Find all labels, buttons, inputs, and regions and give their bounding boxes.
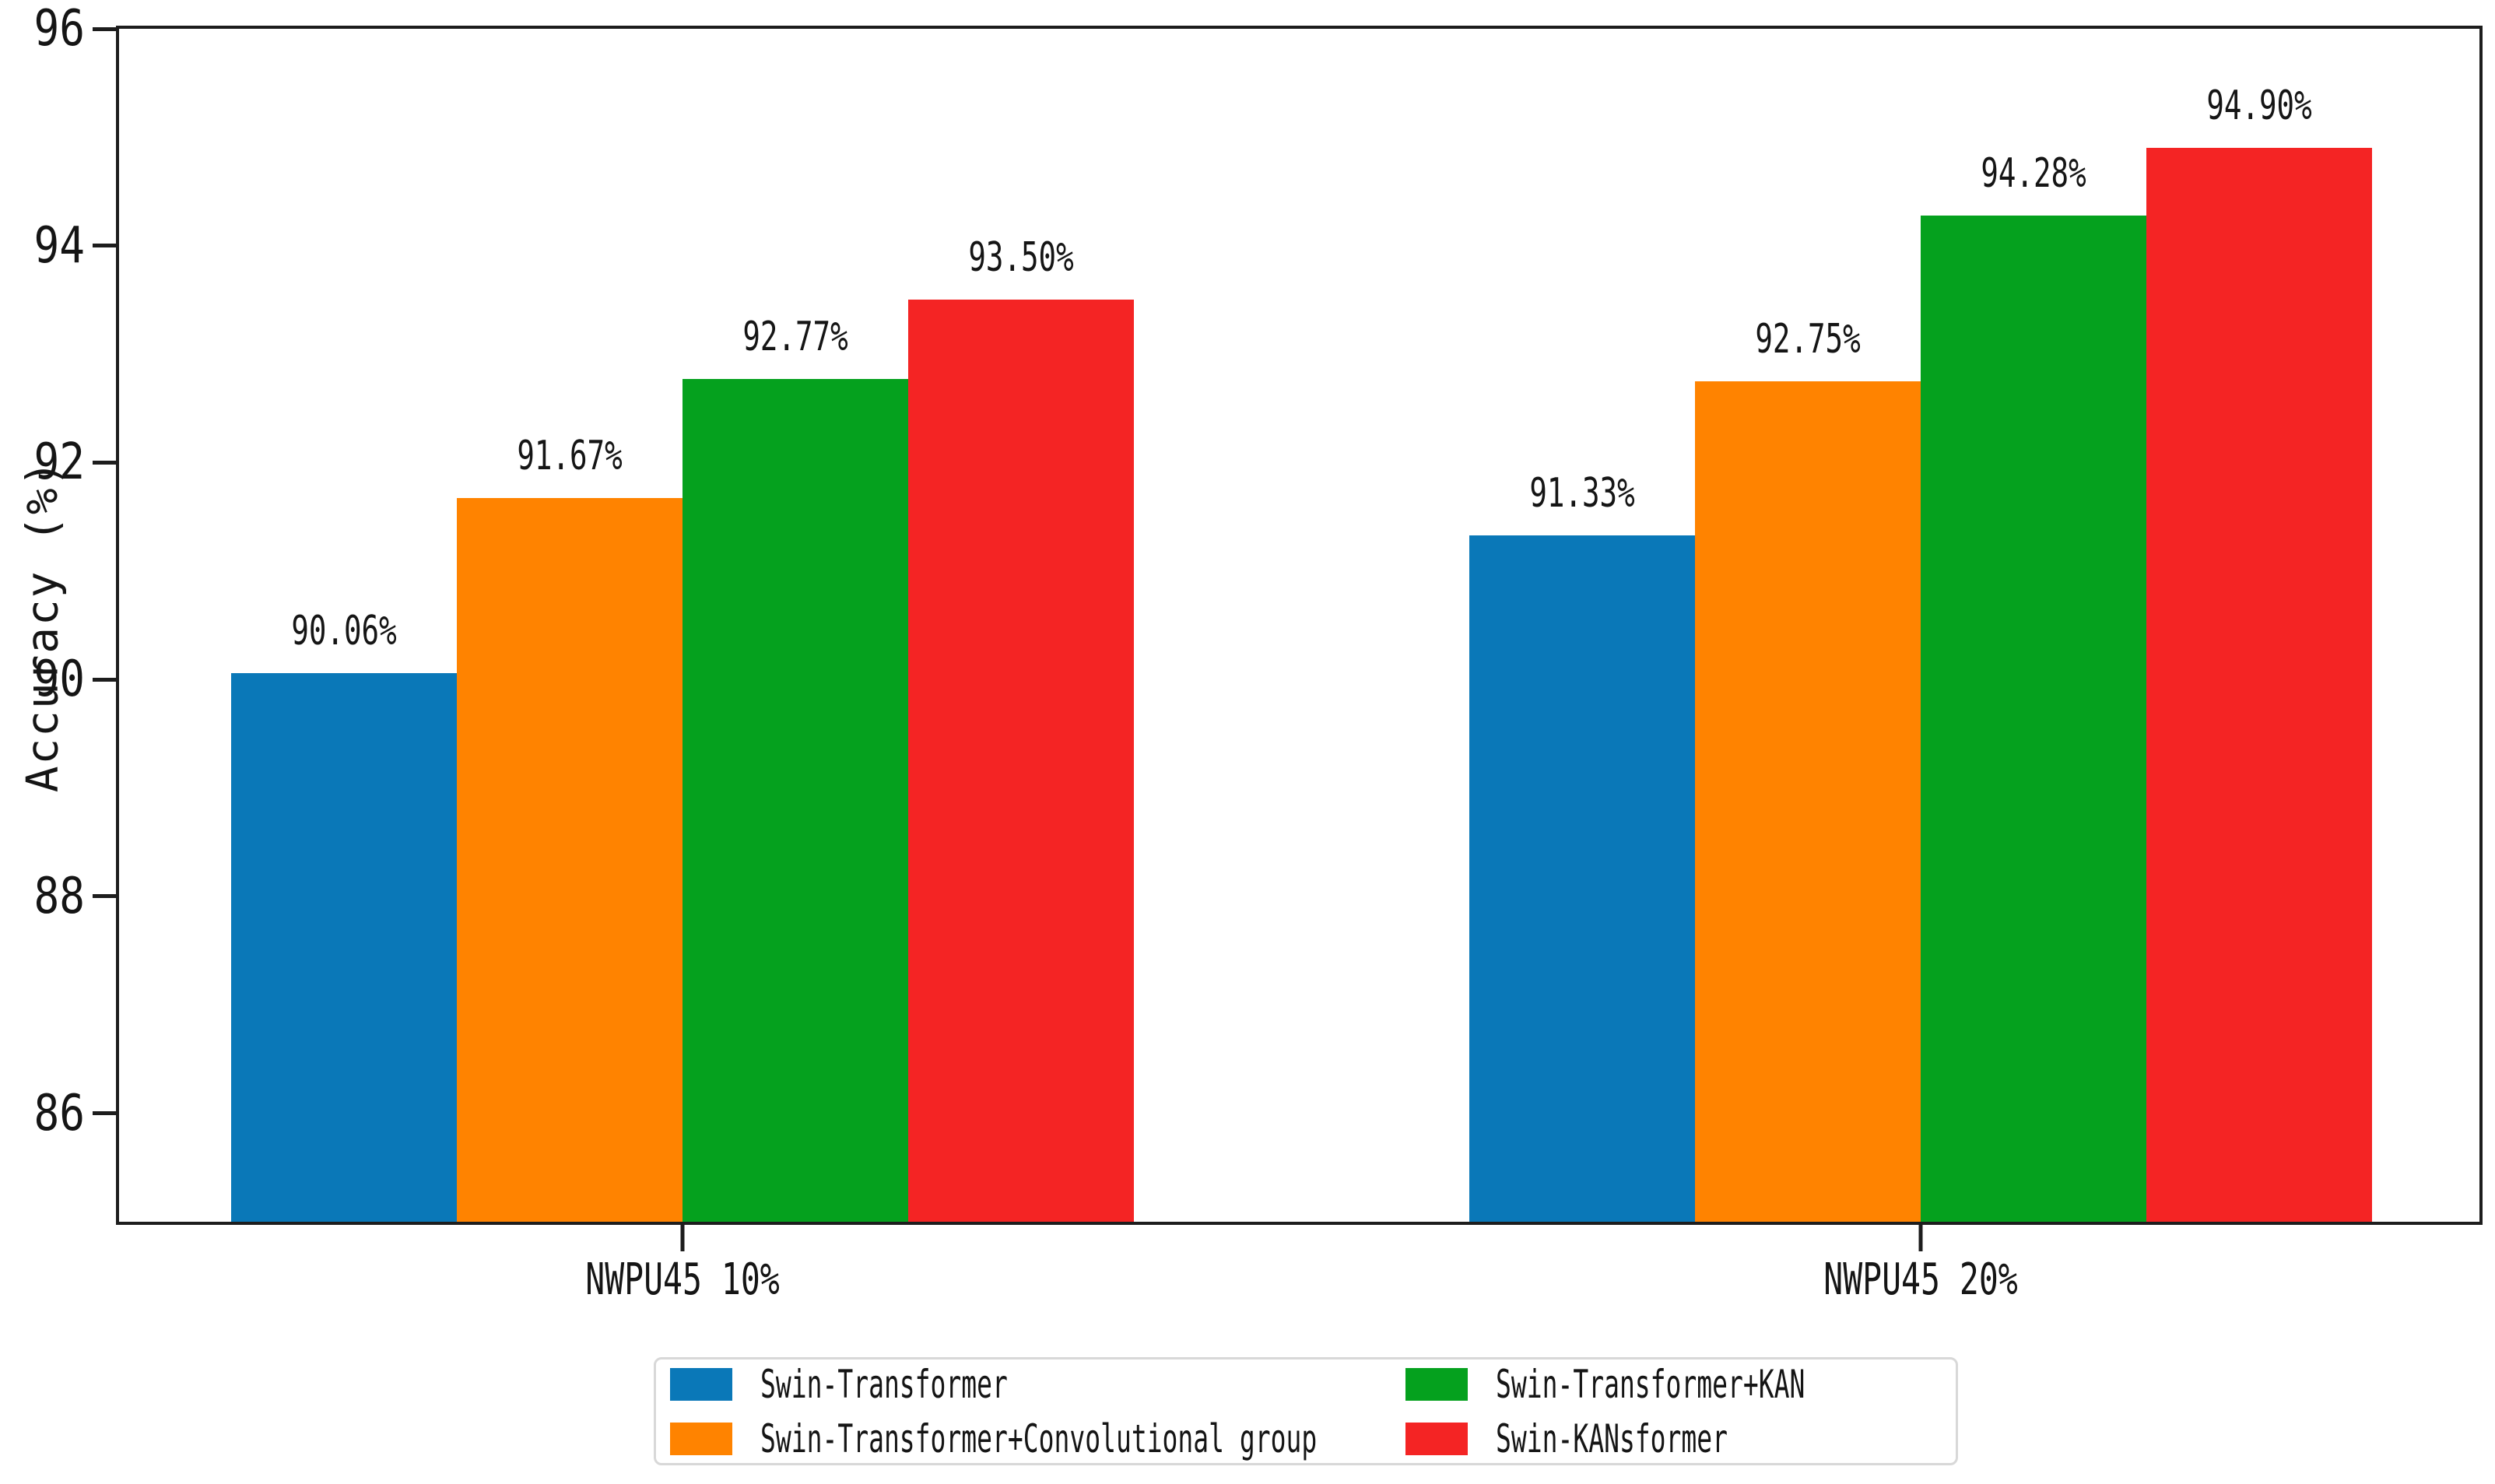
- x-axis-tick-label-nwpu45-10: NWPU45 10%: [585, 1254, 780, 1305]
- y-axis-tick: [93, 677, 116, 682]
- legend-label-swin-transformer-convolutional-group: Swin-Transformer+Convolutional group: [760, 1416, 1318, 1461]
- bar-swin-kansformer-nwpu45-10: [908, 300, 1134, 1222]
- legend-swatch-swin-transformer-kan: [1405, 1367, 1468, 1401]
- bar-swin-transformer-convolutional-group-nwpu45-20: [1695, 381, 1921, 1222]
- legend-item-swin-transformer-kan: Swin-Transformer+KAN: [1405, 1362, 1964, 1407]
- y-axis-tick-label: 96: [33, 0, 85, 58]
- bar-swin-transformer-convolutional-group-nwpu45-10: [457, 498, 683, 1222]
- x-axis-tick: [680, 1225, 685, 1251]
- legend-swatch-swin-transformer: [670, 1367, 732, 1401]
- y-axis-tick-label: 92: [33, 433, 85, 492]
- y-axis-tick-label: 94: [33, 216, 85, 275]
- bar-swin-transformer-nwpu45-20: [1469, 535, 1695, 1222]
- legend-item-swin-kansformer: Swin-KANsformer: [1405, 1416, 1964, 1461]
- plot-area: Accuracy (%) 96 94 92 90 88 86 90.06% 91.33% 91.…: [18, 0, 2483, 1305]
- bar-value-label-swin-transformer-kan-nwpu45-20: 94.28%: [1981, 149, 2086, 197]
- y-axis-tick: [93, 894, 116, 899]
- bar-value-label-swin-transformer-convolutional-group-nwpu45-20: 92.75%: [1755, 315, 1861, 363]
- x-axis-tick-label-nwpu45-20: NWPU45 20%: [1823, 1254, 2018, 1305]
- legend: Swin-Transformer Swin-Transformer+KAN Swin…: [654, 1357, 1958, 1465]
- legend-label-swin-transformer-kan: Swin-Transformer+KAN: [1496, 1361, 1805, 1407]
- y-axis-tick: [93, 460, 116, 465]
- y-axis-tick: [93, 1111, 116, 1116]
- legend-label-swin-kansformer: Swin-KANsformer: [1496, 1416, 1728, 1461]
- bar-value-label-swin-transformer-nwpu45-10: 90.06%: [291, 607, 397, 654]
- legend-label-swin-transformer: Swin-Transformer: [760, 1361, 1008, 1407]
- bar-swin-kansformer-nwpu45-20: [2146, 148, 2372, 1222]
- legend-swatch-swin-kansformer: [1405, 1422, 1468, 1455]
- bar-value-label-swin-transformer-convolutional-group-nwpu45-10: 91.67%: [517, 433, 623, 480]
- y-axis-tick: [93, 244, 116, 248]
- y-axis-tick-label: 90: [33, 651, 85, 709]
- bar-value-label-swin-transformer-kan-nwpu45-10: 92.77%: [742, 314, 848, 361]
- y-axis-tick-label: 88: [33, 867, 85, 925]
- y-axis-tick: [93, 26, 116, 31]
- y-axis-tick-label: 86: [33, 1084, 85, 1142]
- x-axis-tick: [1918, 1225, 1923, 1251]
- bar-value-label-swin-kansformer-nwpu45-20: 94.90%: [2206, 82, 2312, 130]
- legend-swatch-swin-transformer-convolutional-group: [670, 1422, 732, 1455]
- bar-swin-transformer-kan-nwpu45-20: [1921, 215, 2146, 1222]
- legend-item-swin-transformer-convolutional-group: Swin-Transformer+Convolutional group: [670, 1416, 1405, 1461]
- legend-item-swin-transformer: Swin-Transformer: [670, 1362, 1405, 1407]
- bar-swin-transformer-kan-nwpu45-10: [683, 379, 908, 1222]
- y-axis-title: Accuracy (%): [17, 458, 68, 792]
- bar-value-label-swin-kansformer-nwpu45-10: 93.50%: [968, 234, 1074, 282]
- bar-value-label-swin-transformer-nwpu45-20: 91.33%: [1529, 469, 1635, 517]
- bar-swin-transformer-nwpu45-10: [231, 672, 457, 1222]
